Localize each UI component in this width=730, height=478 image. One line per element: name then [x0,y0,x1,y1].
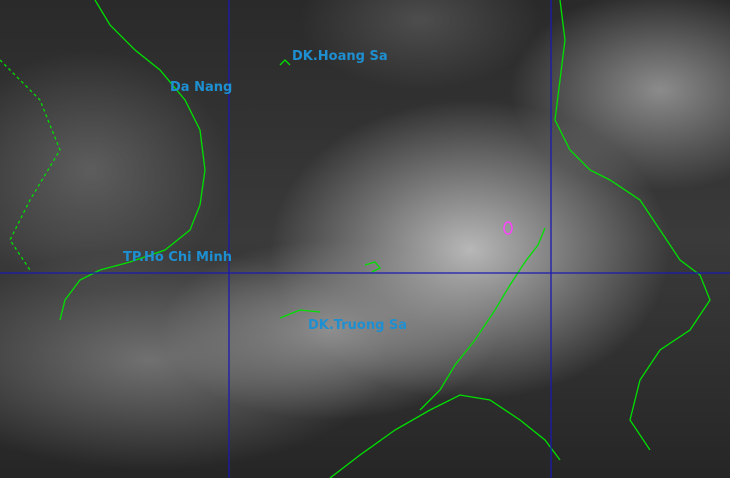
label-truong-sa: DK.Truong Sa [308,318,408,333]
label-ho-chi-minh: TP.Ho Chi Minh [123,250,232,265]
borneo-coastline [329,394,561,478]
reef-2 [364,261,382,273]
label-hoang-sa: DK.Hoang Sa [292,49,388,64]
inland-border [0,59,61,271]
palawan-coastline [419,227,546,411]
vietnam-coastline [59,0,206,321]
storm-center-marker [503,221,513,235]
hoang-sa-islands [279,59,291,66]
truong-sa-reef [279,309,321,319]
philippines-coastline [554,0,711,451]
label-da-nang: Da Nang [170,80,233,95]
